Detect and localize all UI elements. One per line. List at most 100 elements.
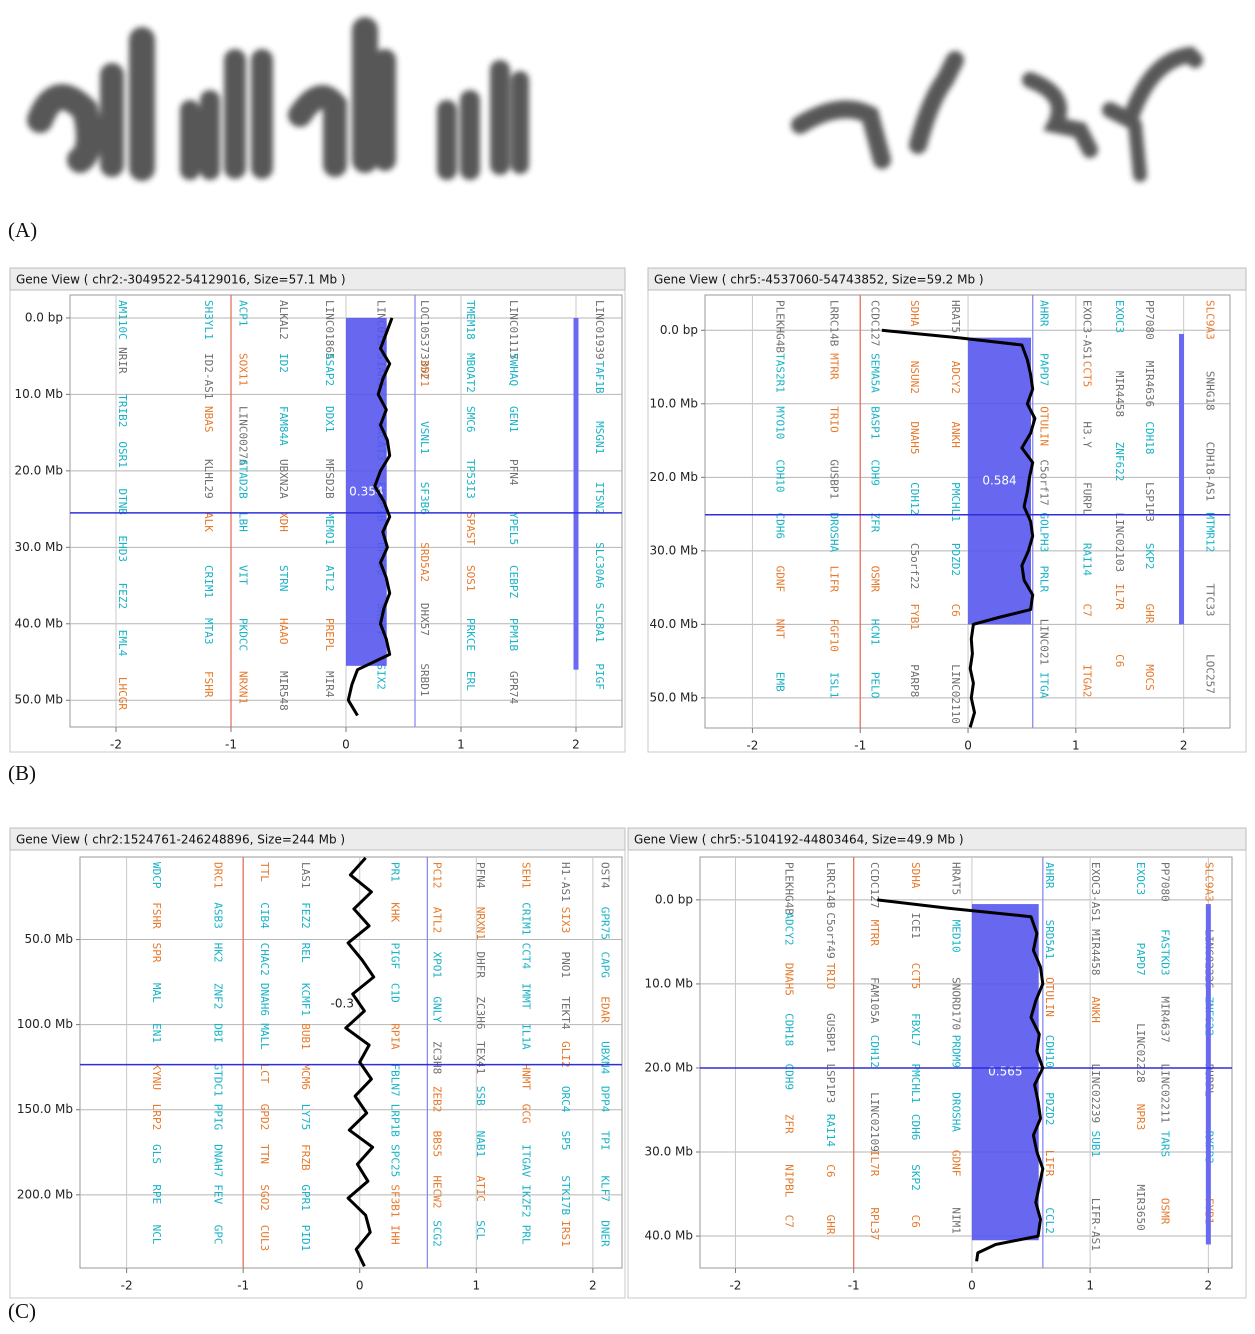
x-tick-label: 2 bbox=[572, 738, 580, 752]
gene-label: PMCHL1 bbox=[909, 1064, 922, 1104]
gene-label: C7 bbox=[783, 1215, 796, 1228]
gene-label: MTA3 bbox=[202, 618, 215, 645]
gene-label: CCT5 bbox=[909, 963, 922, 990]
gene-label: MBOAT2 bbox=[464, 353, 477, 393]
y-tick-label: 0.0 bp bbox=[660, 323, 698, 337]
gene-label: PIGF bbox=[389, 943, 402, 970]
gene-label: ORC4 bbox=[559, 1086, 572, 1113]
gene-label: KLHL29 bbox=[202, 459, 215, 499]
gene-label: NSUN2 bbox=[908, 361, 921, 394]
gene-label: EXOC3 bbox=[1113, 300, 1126, 333]
gene-label: PELO bbox=[868, 672, 881, 699]
x-tick-label: 0 bbox=[964, 739, 972, 753]
gene-label: LSP1P3 bbox=[824, 1064, 837, 1104]
x-tick-label: 1 bbox=[472, 1279, 480, 1293]
gene-label: GUSBP1 bbox=[824, 1013, 837, 1053]
gene-label: FAM84A bbox=[277, 406, 290, 446]
gene-label: PAPD7 bbox=[1134, 943, 1147, 976]
gene-label: SLC9A3 bbox=[1202, 862, 1215, 902]
x-tick-label: -2 bbox=[729, 1279, 741, 1293]
title-bar bbox=[9, 267, 626, 291]
gene-label: HRAT5 bbox=[949, 862, 962, 895]
gene-label: GTDC1 bbox=[212, 1064, 225, 1097]
y-tick-label: 150.0 Mb bbox=[17, 1102, 73, 1116]
gene-label: H3.Y bbox=[1081, 421, 1094, 448]
gene-label: FRZB bbox=[299, 1144, 312, 1171]
gene-label: AM110C bbox=[116, 300, 129, 340]
gene-label: ID2-AS1 bbox=[202, 353, 215, 399]
gene-label: RAI14 bbox=[824, 1114, 837, 1147]
gene-label: NNT bbox=[773, 619, 786, 639]
gene-label: DHFR bbox=[474, 952, 487, 979]
segment-label: 0.565 bbox=[988, 1065, 1022, 1079]
karyotype-image bbox=[27, 17, 1203, 182]
gene-label: IL7R bbox=[868, 1150, 881, 1177]
gene-label: SRD5A1 bbox=[1043, 920, 1056, 960]
gene-label: OSR1 bbox=[116, 441, 129, 468]
gene-label: PR1 bbox=[389, 862, 402, 882]
gene-label: ATL2 bbox=[323, 565, 336, 592]
gene-label: PP7080 bbox=[1143, 300, 1156, 340]
gene-label: SGO2 bbox=[258, 1184, 271, 1211]
gene-label: PLEKHG4B bbox=[783, 862, 796, 915]
gene-label: LHCGR bbox=[116, 677, 129, 710]
gene-label: MAL bbox=[150, 983, 163, 1003]
gene-label: SH3YL1 bbox=[202, 300, 215, 340]
gene-label: C5orf17 bbox=[1038, 459, 1051, 505]
gene-label: PPIG bbox=[212, 1104, 225, 1131]
gene-label: LOC257 bbox=[1204, 654, 1217, 694]
gene-label: C5orf22 bbox=[908, 543, 921, 589]
gene-label: TTL bbox=[258, 862, 271, 882]
gene-label: ITSN2 bbox=[593, 482, 606, 515]
gene-label: TAS2R1 bbox=[773, 353, 786, 393]
gene-label: SEMA5A bbox=[868, 353, 881, 393]
gene-label: LRRC14B bbox=[824, 862, 837, 909]
gene-label: HNMT bbox=[519, 1064, 532, 1091]
gene-label: MTRR bbox=[868, 920, 881, 947]
gene-label: KYNU bbox=[150, 1064, 163, 1091]
gene-label: TPI bbox=[599, 1131, 612, 1151]
gene-label: SNHG18 bbox=[1204, 371, 1217, 411]
gene-label: SNORD170 bbox=[949, 977, 962, 1030]
gene-label: CCT5 bbox=[1081, 361, 1094, 388]
gene-label: SPAST bbox=[464, 512, 477, 545]
gene-label: PIGF bbox=[593, 663, 606, 690]
gene-view-panel: Gene View ( chr5:-5104192-44803464, Size… bbox=[627, 827, 1247, 1299]
gene-label: ACP1 bbox=[237, 300, 250, 327]
panel-title: Gene View ( chr5:-5104192-44803464, Size… bbox=[634, 833, 964, 847]
gene-label: SLC8A1 bbox=[593, 603, 606, 643]
segment-label: 0.584 bbox=[982, 473, 1016, 487]
gene-label: ISL1 bbox=[827, 672, 840, 699]
gene-label: RPL37 bbox=[868, 1207, 881, 1240]
gene-label: PNO1 bbox=[559, 952, 572, 979]
title-bar bbox=[9, 827, 626, 851]
x-tick-label: 2 bbox=[1180, 739, 1188, 753]
gene-label: EDAR bbox=[599, 996, 612, 1023]
gene-label: LINC02110 bbox=[949, 664, 962, 724]
gene-label: CHAC2 bbox=[258, 943, 271, 976]
gene-label: HRAT5 bbox=[949, 300, 962, 333]
gene-label: FEZ2 bbox=[116, 583, 129, 610]
gene-label: SDHA bbox=[909, 862, 922, 889]
gene-label: MIR4637 bbox=[1159, 996, 1172, 1042]
gene-label: DDX1 bbox=[323, 406, 336, 433]
gene-label: KLF7 bbox=[599, 1175, 612, 1202]
gene-label: CCDC127 bbox=[868, 862, 881, 908]
gene-label: C6 bbox=[1113, 654, 1126, 667]
gene-label: CDH10 bbox=[773, 459, 786, 492]
gene-label: SKP2 bbox=[1143, 543, 1156, 570]
gene-label: ERL bbox=[464, 671, 477, 691]
x-tick-label: 0 bbox=[342, 738, 350, 752]
y-tick-label: 40.0 Mb bbox=[14, 616, 63, 630]
gene-label: MTRR bbox=[827, 353, 840, 380]
y-tick-label: 10.0 Mb bbox=[649, 396, 698, 410]
gene-label: CDH18-AS1 bbox=[1204, 442, 1217, 502]
segment bbox=[968, 337, 1031, 625]
gene-label: ASB3 bbox=[212, 902, 225, 929]
y-tick-label: 200.0 Mb bbox=[17, 1187, 73, 1201]
gene-label: HAAO bbox=[277, 618, 290, 645]
x-tick-label: -1 bbox=[237, 1279, 249, 1293]
gene-label: BUB1 bbox=[299, 1023, 312, 1049]
